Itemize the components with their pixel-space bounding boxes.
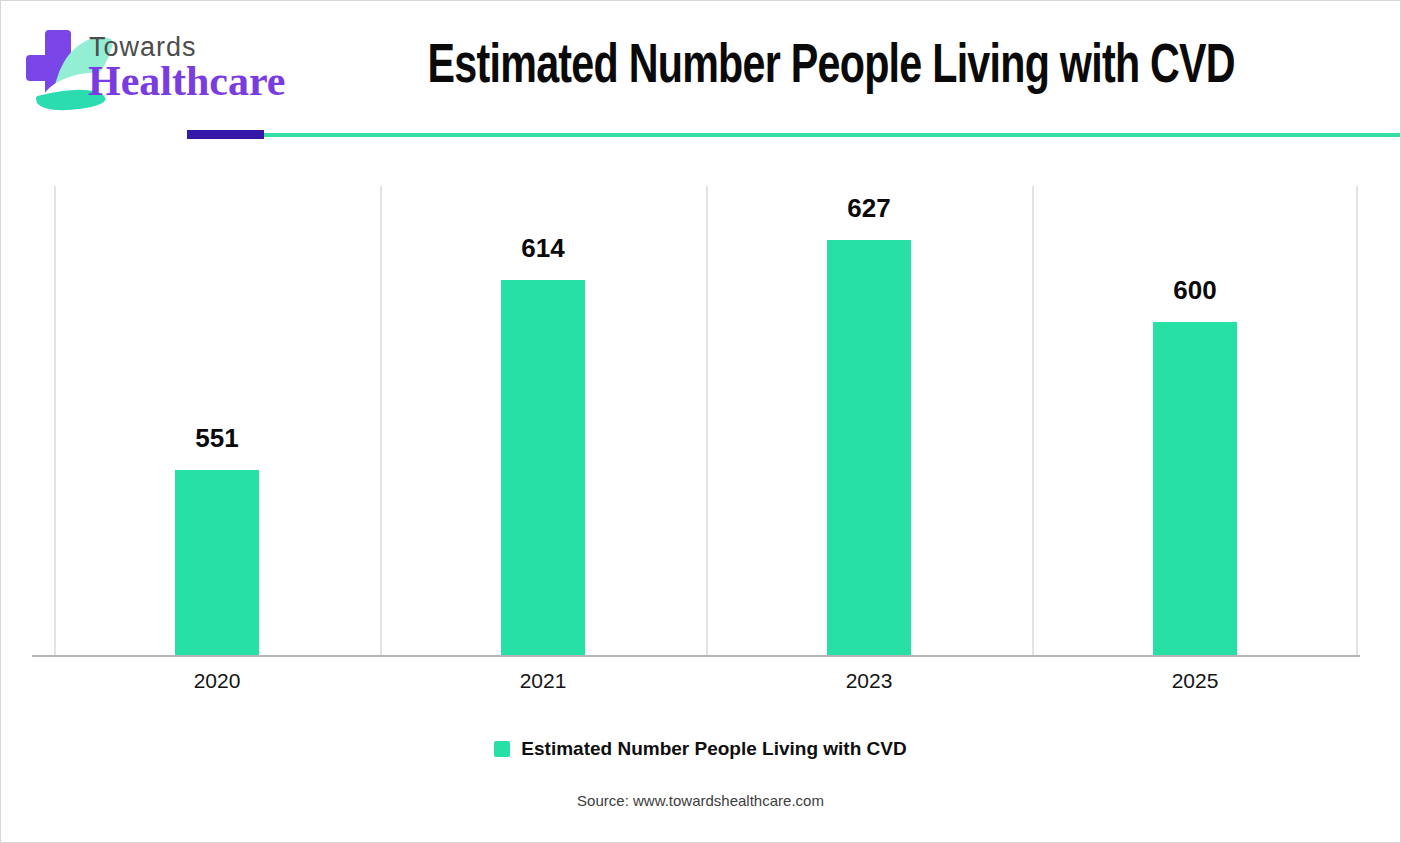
x-axis-line bbox=[32, 655, 1360, 657]
x-axis-label-2020: 2020 bbox=[54, 669, 380, 693]
bar-value-label: 551 bbox=[54, 423, 380, 454]
chart-plot-area: 551 614627 600 bbox=[54, 186, 1358, 655]
bar-slot: 627 bbox=[706, 186, 1032, 655]
legend-label: Estimated Number People Living with CVD bbox=[521, 738, 906, 760]
logo-text-healthcare: Healthcare bbox=[88, 57, 286, 105]
chart-legend: Estimated Number People Living with CVD bbox=[1, 738, 1400, 760]
header: Estimated Number People Living with CVD bbox=[261, 31, 1401, 95]
bar-slot: 614 bbox=[380, 186, 706, 655]
source-text: Source: www.towardshealthcare.com bbox=[1, 792, 1400, 809]
bar-2023 bbox=[827, 240, 911, 655]
bar-slot: 600 bbox=[1032, 186, 1358, 655]
page-title: Estimated Number People Living with CVD bbox=[428, 31, 1235, 95]
x-axis-label-2025: 2025 bbox=[1032, 669, 1358, 693]
bar-value-label: 600 bbox=[1032, 275, 1358, 306]
page-root: Towards Healthcare Estimated Number Peop… bbox=[0, 0, 1401, 843]
divider-accent-bar bbox=[187, 130, 264, 139]
bar-slot: 551 bbox=[54, 186, 380, 655]
bar-value-label: 614 bbox=[380, 233, 706, 264]
bar-value-label: 627 bbox=[706, 193, 1032, 224]
bar-2021 bbox=[501, 280, 585, 655]
x-axis-label-2023: 2023 bbox=[706, 669, 1032, 693]
x-axis-label-2021: 2021 bbox=[380, 669, 706, 693]
bar-2020 bbox=[175, 470, 259, 655]
legend-swatch bbox=[494, 741, 510, 757]
divider-line bbox=[264, 133, 1401, 137]
x-axis-labels: 2020202120232025 bbox=[54, 669, 1358, 693]
towards-healthcare-logo: Towards Healthcare bbox=[25, 29, 265, 109]
bar-2025 bbox=[1153, 322, 1237, 655]
